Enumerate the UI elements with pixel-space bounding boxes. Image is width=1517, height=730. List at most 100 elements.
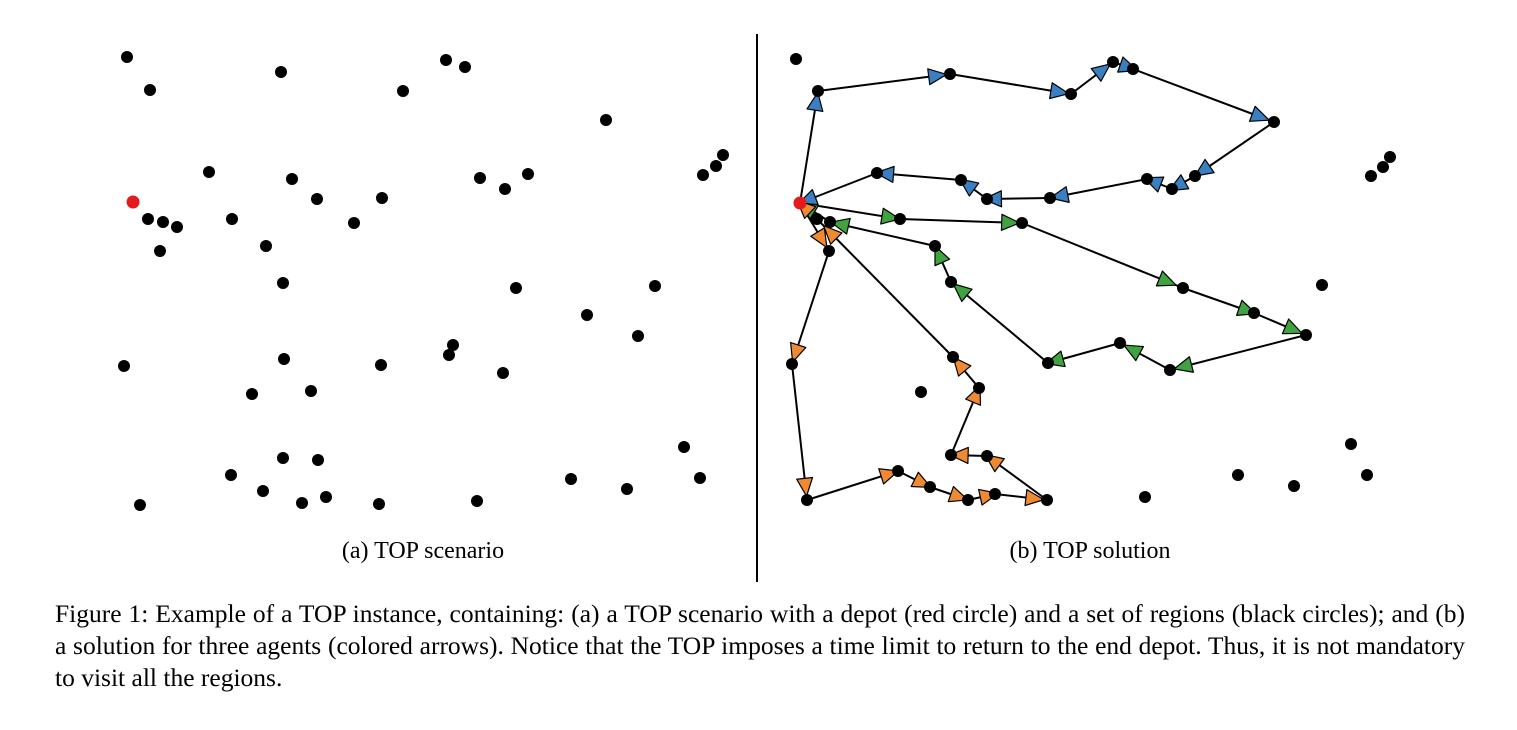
region-circle: [497, 367, 509, 379]
route-edge-blue: [817, 73, 951, 92]
region-circle: [581, 309, 593, 321]
region-circle: [443, 349, 455, 361]
region-circle: [955, 174, 967, 186]
region-circle: [678, 441, 690, 453]
region-circle: [1232, 469, 1244, 481]
depot-circle: [793, 196, 807, 210]
region-circle: [1377, 161, 1389, 173]
region-circle: [892, 465, 904, 477]
region-circle: [981, 193, 993, 205]
route-edge-orange: [791, 363, 808, 501]
region-circle: [929, 240, 941, 252]
route-edge-orange: [816, 218, 954, 358]
region-circle: [296, 497, 308, 509]
region-circle: [947, 351, 959, 363]
region-circle: [1044, 192, 1056, 204]
region-circle: [801, 494, 813, 506]
region-circle: [1041, 494, 1053, 506]
region-circle: [376, 192, 388, 204]
region-circle: [824, 216, 836, 228]
region-circle: [1189, 170, 1201, 182]
region-circle: [1288, 480, 1300, 492]
region-circle: [118, 360, 130, 372]
region-circle: [812, 85, 824, 97]
region-circle: [474, 172, 486, 184]
region-circle: [134, 499, 146, 511]
region-circle: [320, 491, 332, 503]
region-circle: [1114, 337, 1126, 349]
region-circle: [786, 358, 798, 370]
region-circle: [1268, 116, 1280, 128]
region-circle: [945, 276, 957, 288]
region-circle: [600, 114, 612, 126]
region-circle: [121, 51, 133, 63]
region-circle: [471, 495, 483, 507]
region-circle: [286, 173, 298, 185]
region-circle: [621, 483, 633, 495]
region-circle: [1365, 170, 1377, 182]
region-circle: [440, 54, 452, 66]
subfigure-label-a: (a) TOP scenario: [341, 538, 505, 564]
region-circle: [522, 168, 534, 180]
region-circle: [1107, 56, 1119, 68]
region-circle: [973, 382, 985, 394]
region-circle: [1300, 329, 1312, 341]
region-circle: [260, 240, 272, 252]
region-circle: [894, 213, 906, 225]
route-arrow-blue: [1049, 82, 1070, 100]
region-circle: [710, 160, 722, 172]
region-circle: [142, 213, 154, 225]
route-arrow-orange: [796, 476, 814, 497]
region-circle: [510, 282, 522, 294]
region-circle: [278, 353, 290, 365]
region-circle: [1177, 282, 1189, 294]
route-arrow-orange: [823, 225, 843, 245]
route-arrow-green: [1123, 344, 1145, 362]
region-circle: [694, 472, 706, 484]
route-arrow-orange: [949, 446, 969, 465]
route-arrow-green: [1173, 356, 1195, 373]
region-circle: [1016, 217, 1028, 229]
route-arrow-blue: [1194, 158, 1215, 177]
region-circle: [154, 245, 166, 257]
region-circle: [1065, 88, 1077, 100]
region-circle: [226, 213, 238, 225]
region-circle: [1139, 491, 1151, 503]
region-circle: [915, 386, 927, 398]
region-circle: [924, 481, 936, 493]
route-arrow-green: [1281, 318, 1303, 335]
region-circle: [1141, 173, 1153, 185]
region-circle: [447, 339, 459, 351]
region-circle: [1166, 183, 1178, 195]
route-arrow-orange: [1024, 489, 1045, 507]
region-circle: [225, 469, 237, 481]
region-circle: [811, 213, 823, 225]
route-arrow-green: [934, 245, 951, 267]
region-circle: [277, 277, 289, 289]
region-circle: [1164, 364, 1176, 376]
scenario-panel: [118, 51, 729, 511]
solution-panel: [786, 53, 1396, 507]
route-arrow-blue: [874, 165, 895, 183]
route-arrow-orange: [810, 227, 828, 249]
region-circle: [1042, 357, 1054, 369]
region-circle: [871, 167, 883, 179]
region-circle: [144, 84, 156, 96]
region-circle: [305, 385, 317, 397]
route-arrow-orange: [952, 356, 972, 377]
region-circle: [1361, 469, 1373, 481]
region-circle: [962, 494, 974, 506]
region-circle: [989, 488, 1001, 500]
region-circle: [1316, 279, 1328, 291]
region-circle: [823, 245, 835, 257]
region-circle: [275, 66, 287, 78]
region-circle: [632, 330, 644, 342]
region-circle: [649, 280, 661, 292]
region-circle: [157, 216, 169, 228]
route-arrow-green: [952, 283, 973, 303]
route-edge-blue: [1132, 68, 1275, 123]
route-arrow-blue: [806, 91, 824, 113]
route-edge-green: [1169, 334, 1307, 371]
region-circle: [981, 450, 993, 462]
region-circle: [203, 166, 215, 178]
